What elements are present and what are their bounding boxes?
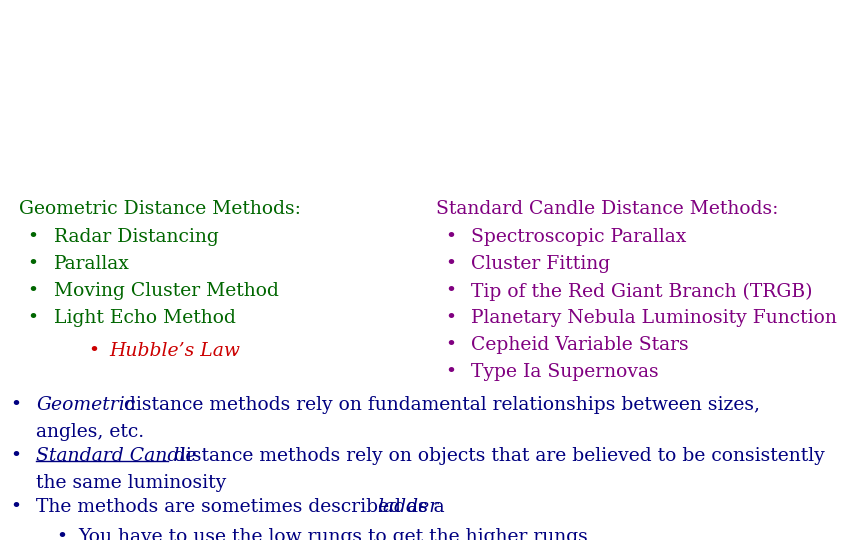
Text: Moving Cluster Method: Moving Cluster Method bbox=[54, 282, 278, 300]
Text: •: • bbox=[445, 336, 456, 354]
Text: •: • bbox=[28, 228, 39, 246]
Text: •: • bbox=[445, 255, 456, 273]
Text: angles, etc.: angles, etc. bbox=[36, 423, 144, 441]
Text: distance methods rely on objects that are believed to be consistently: distance methods rely on objects that ar… bbox=[168, 447, 824, 465]
Text: Cluster Fitting: Cluster Fitting bbox=[471, 255, 610, 273]
Text: distance methods rely on fundamental relationships between sizes,: distance methods rely on fundamental rel… bbox=[118, 396, 760, 414]
Text: Spectroscopic Parallax: Spectroscopic Parallax bbox=[471, 228, 686, 246]
Text: Tip of the Red Giant Branch (TRGB): Tip of the Red Giant Branch (TRGB) bbox=[471, 282, 812, 301]
Text: Hubble’s Law: Hubble’s Law bbox=[110, 342, 240, 360]
Text: Type Ia Supernovas: Type Ia Supernovas bbox=[471, 363, 658, 381]
Text: Cepheid Variable Stars: Cepheid Variable Stars bbox=[471, 336, 689, 354]
Text: Light Echo Method: Light Echo Method bbox=[54, 309, 236, 327]
Text: •: • bbox=[445, 309, 456, 327]
Text: •: • bbox=[10, 396, 22, 414]
Text: •: • bbox=[28, 282, 39, 300]
Text: Distance Methods: Distance Methods bbox=[254, 29, 610, 66]
Text: •: • bbox=[445, 228, 456, 246]
Text: You have to use the low rungs to get the higher rungs: You have to use the low rungs to get the… bbox=[78, 528, 588, 540]
Text: •: • bbox=[88, 342, 99, 360]
Text: Geometric Distance Methods:: Geometric Distance Methods: bbox=[19, 200, 301, 218]
Text: Geometric: Geometric bbox=[36, 396, 136, 414]
Text: Parallax: Parallax bbox=[54, 255, 130, 273]
Text: •: • bbox=[28, 255, 39, 273]
Text: •: • bbox=[56, 528, 67, 540]
Text: Radar Distancing: Radar Distancing bbox=[54, 228, 219, 246]
Text: Planetary Nebula Luminosity Function: Planetary Nebula Luminosity Function bbox=[471, 309, 836, 327]
Text: •: • bbox=[28, 309, 39, 327]
Text: Types of Distance Methods: Types of Distance Methods bbox=[126, 120, 738, 164]
Text: •: • bbox=[445, 282, 456, 300]
Text: •: • bbox=[10, 498, 22, 516]
Text: the same luminosity: the same luminosity bbox=[36, 474, 226, 492]
Text: Standard Candle Distance Methods:: Standard Candle Distance Methods: bbox=[436, 200, 778, 218]
Text: ladder: ladder bbox=[378, 498, 439, 516]
Text: The methods are sometimes described as a: The methods are sometimes described as a bbox=[36, 498, 445, 516]
Text: Standard Candle: Standard Candle bbox=[36, 447, 197, 465]
Text: •: • bbox=[10, 447, 22, 465]
Text: •: • bbox=[445, 363, 456, 381]
